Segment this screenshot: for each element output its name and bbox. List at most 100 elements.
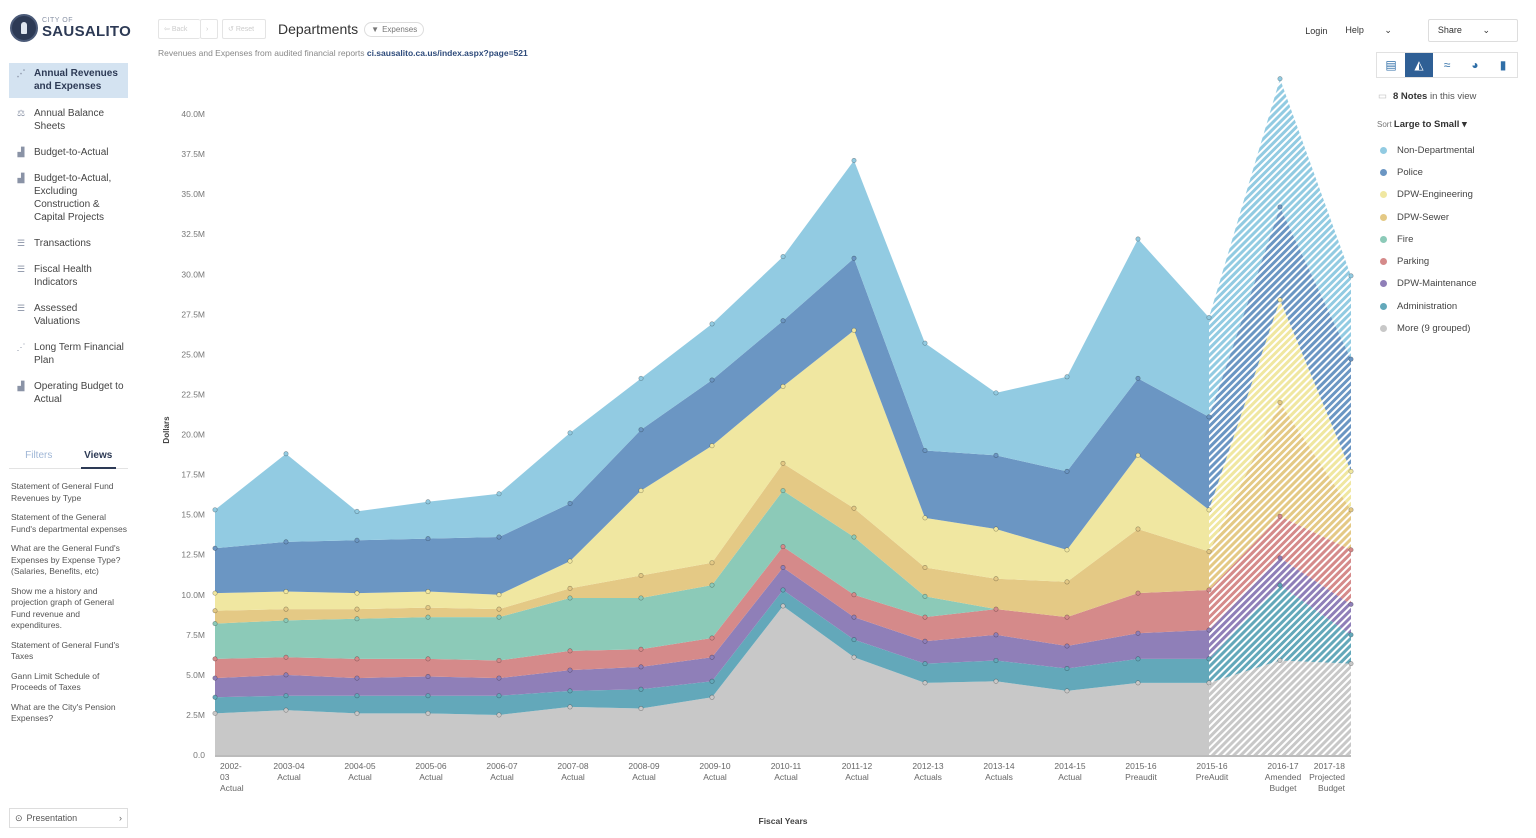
data-point-administration[interactable] (354, 693, 360, 699)
data-point-non-departmental[interactable] (709, 321, 715, 327)
presentation-button[interactable]: ⊙ Presentation › (9, 808, 128, 828)
data-point-administration[interactable] (1348, 632, 1354, 638)
data-point-police[interactable] (993, 452, 999, 458)
data-point-more-9-grouped[interactable] (922, 680, 928, 686)
notes-indicator[interactable]: ▭ 8 Notes in this view (1378, 91, 1476, 102)
data-point-parking[interactable] (851, 592, 857, 598)
data-point-non-departmental[interactable] (993, 390, 999, 396)
data-point-parking[interactable] (283, 654, 289, 660)
data-point-dpw-maintenance[interactable] (709, 654, 715, 660)
sidebar-item-annual-balance-sheets[interactable]: ⚖ Annual Balance Sheets (9, 104, 128, 136)
legend-item[interactable]: DPW-Maintenance (1380, 273, 1477, 295)
data-point-dpw-sewer[interactable] (496, 606, 502, 612)
data-point-police[interactable] (709, 377, 715, 383)
data-point-fire[interactable] (922, 593, 928, 599)
data-point-parking[interactable] (1277, 513, 1283, 519)
data-point-administration[interactable] (283, 693, 289, 699)
data-point-administration[interactable] (709, 678, 715, 684)
view-item[interactable]: Statement of the General Fund's departme… (11, 512, 127, 534)
sidebar-item-operating-budget-to-actual[interactable]: ▟ Operating Budget to Actual (9, 377, 128, 409)
data-point-police[interactable] (922, 448, 928, 454)
data-point-more-9-grouped[interactable] (283, 707, 289, 713)
data-point-dpw-engineering[interactable] (1135, 452, 1141, 458)
data-point-administration[interactable] (496, 693, 502, 699)
data-point-more-9-grouped[interactable] (851, 654, 857, 660)
data-point-dpw-sewer[interactable] (1348, 507, 1354, 513)
data-point-dpw-maintenance[interactable] (1135, 630, 1141, 636)
table-view-button[interactable]: ▤ (1377, 53, 1405, 77)
data-point-non-departmental[interactable] (638, 375, 644, 381)
data-point-administration[interactable] (1277, 582, 1283, 588)
data-point-fire[interactable] (283, 617, 289, 623)
data-point-dpw-sewer[interactable] (425, 605, 431, 611)
data-point-non-departmental[interactable] (1348, 273, 1354, 279)
data-point-more-9-grouped[interactable] (1277, 657, 1283, 663)
sidebar-item-assessed-valuations[interactable]: ☰ Assessed Valuations (9, 299, 128, 331)
back-button[interactable]: ⇦ Back (158, 19, 200, 39)
data-point-police[interactable] (567, 500, 573, 506)
sidebar-item-annual-revenues-and-expenses[interactable]: ⋰ Annual Revenues and Expenses (9, 63, 128, 98)
data-point-more-9-grouped[interactable] (212, 710, 218, 716)
data-point-parking[interactable] (425, 656, 431, 662)
data-point-more-9-grouped[interactable] (425, 710, 431, 716)
data-point-police[interactable] (780, 318, 786, 324)
legend-item[interactable]: Non-Departmental (1380, 139, 1477, 161)
data-point-police[interactable] (1064, 468, 1070, 474)
data-point-non-departmental[interactable] (1135, 236, 1141, 242)
view-item[interactable]: Statement of General Fund's Taxes (11, 639, 120, 662)
data-point-dpw-sewer[interactable] (1277, 399, 1283, 405)
data-point-dpw-sewer[interactable] (212, 608, 218, 614)
data-point-parking[interactable] (1135, 590, 1141, 596)
legend-item[interactable]: Administration (1380, 295, 1477, 317)
data-point-parking[interactable] (567, 648, 573, 654)
data-point-non-departmental[interactable] (780, 254, 786, 260)
data-point-police[interactable] (1348, 356, 1354, 362)
data-point-more-9-grouped[interactable] (354, 710, 360, 716)
data-point-administration[interactable] (1135, 656, 1141, 662)
data-point-dpw-sewer[interactable] (851, 505, 857, 511)
data-point-parking[interactable] (1064, 614, 1070, 620)
data-point-non-departmental[interactable] (496, 491, 502, 497)
data-point-dpw-maintenance[interactable] (425, 673, 431, 679)
tab-filters[interactable]: Filters (25, 450, 53, 461)
data-point-police[interactable] (638, 427, 644, 433)
data-point-more-9-grouped[interactable] (709, 694, 715, 700)
data-point-parking[interactable] (212, 656, 218, 662)
legend-item[interactable]: DPW-Sewer (1380, 206, 1477, 228)
legend-item[interactable]: DPW-Engineering (1380, 184, 1477, 206)
data-point-non-departmental[interactable] (851, 157, 857, 163)
data-point-dpw-engineering[interactable] (425, 589, 431, 595)
data-point-police[interactable] (425, 536, 431, 542)
data-point-non-departmental[interactable] (354, 508, 360, 514)
data-point-dpw-maintenance[interactable] (993, 632, 999, 638)
data-point-administration[interactable] (780, 587, 786, 593)
data-point-administration[interactable] (1064, 665, 1070, 671)
sidebar-item-long-term-financial-plan[interactable]: ⋰ Long Term Financial Plan (9, 338, 128, 370)
data-point-administration[interactable] (567, 688, 573, 694)
data-point-dpw-maintenance[interactable] (1206, 627, 1212, 633)
view-item[interactable]: Statement of General Fund Revenues by Ty… (11, 481, 114, 503)
data-point-non-departmental[interactable] (1064, 374, 1070, 380)
data-point-parking[interactable] (780, 544, 786, 550)
data-point-dpw-sewer[interactable] (354, 606, 360, 612)
data-point-police[interactable] (851, 255, 857, 261)
data-point-dpw-sewer[interactable] (1064, 579, 1070, 585)
help-menu[interactable]: Help ⌄ (1345, 25, 1410, 36)
data-point-parking[interactable] (922, 614, 928, 620)
data-point-administration[interactable] (922, 661, 928, 667)
data-point-dpw-sewer[interactable] (780, 460, 786, 466)
data-point-more-9-grouped[interactable] (993, 678, 999, 684)
data-point-dpw-maintenance[interactable] (283, 672, 289, 678)
view-item[interactable]: Gann Limit Schedule of Proceeds of Taxes (11, 670, 100, 693)
data-point-parking[interactable] (709, 635, 715, 641)
data-point-dpw-maintenance[interactable] (922, 638, 928, 644)
data-point-dpw-maintenance[interactable] (1277, 555, 1283, 561)
data-point-dpw-sewer[interactable] (1135, 526, 1141, 532)
data-point-fire[interactable] (638, 595, 644, 601)
data-point-dpw-engineering[interactable] (496, 592, 502, 598)
data-point-dpw-engineering[interactable] (922, 515, 928, 521)
line-chart-button[interactable]: ≈ (1433, 53, 1461, 77)
share-button[interactable]: Share ⌄ (1427, 19, 1518, 42)
data-point-non-departmental[interactable] (283, 451, 289, 457)
sidebar-item-transactions[interactable]: ☰ Transactions (9, 234, 128, 253)
